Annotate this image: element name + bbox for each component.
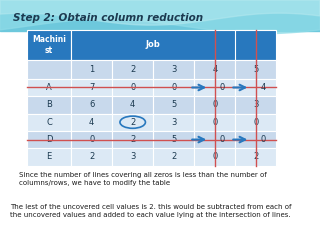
Text: D: D xyxy=(46,135,52,144)
Text: 4: 4 xyxy=(260,83,266,92)
Text: 6: 6 xyxy=(89,100,94,109)
Text: Since the number of lines covering all zeros is less than the number of
columns/: Since the number of lines covering all z… xyxy=(19,172,267,186)
Text: 0: 0 xyxy=(253,118,259,127)
Text: 2: 2 xyxy=(89,152,94,162)
Text: 3: 3 xyxy=(171,65,176,74)
Text: C: C xyxy=(46,118,52,127)
Text: B: B xyxy=(46,100,52,109)
Text: 5: 5 xyxy=(171,100,176,109)
Text: 0: 0 xyxy=(130,83,135,92)
Text: 3: 3 xyxy=(130,152,135,162)
Text: 2: 2 xyxy=(130,135,135,144)
Text: 0: 0 xyxy=(171,83,176,92)
Text: 2: 2 xyxy=(130,65,135,74)
Text: 2: 2 xyxy=(130,118,135,127)
Text: Machini
st: Machini st xyxy=(32,35,66,55)
Text: 4: 4 xyxy=(212,65,218,74)
Text: 7: 7 xyxy=(89,83,94,92)
Text: The lest of the uncovered cell values is 2. this would be subtracted from each o: The lest of the uncovered cell values is… xyxy=(10,204,291,218)
Text: 4: 4 xyxy=(130,100,135,109)
Text: 3: 3 xyxy=(253,100,259,109)
Text: 2: 2 xyxy=(253,152,259,162)
Text: E: E xyxy=(46,152,52,162)
Text: 0: 0 xyxy=(219,83,225,92)
Text: 2: 2 xyxy=(171,152,176,162)
Text: Job: Job xyxy=(146,40,161,49)
Text: 0: 0 xyxy=(212,152,218,162)
Text: Step 2: Obtain column reduction: Step 2: Obtain column reduction xyxy=(12,13,203,23)
Text: 1: 1 xyxy=(89,65,94,74)
Text: 0: 0 xyxy=(219,135,225,144)
Text: 4: 4 xyxy=(89,118,94,127)
Text: 0: 0 xyxy=(89,135,94,144)
Text: 5: 5 xyxy=(253,65,259,74)
Bar xyxy=(0,0,320,31)
Text: A: A xyxy=(46,83,52,92)
Text: 0: 0 xyxy=(260,135,266,144)
Text: 0: 0 xyxy=(212,118,218,127)
Text: 5: 5 xyxy=(171,135,176,144)
Text: 0: 0 xyxy=(212,100,218,109)
Text: 3: 3 xyxy=(171,118,176,127)
